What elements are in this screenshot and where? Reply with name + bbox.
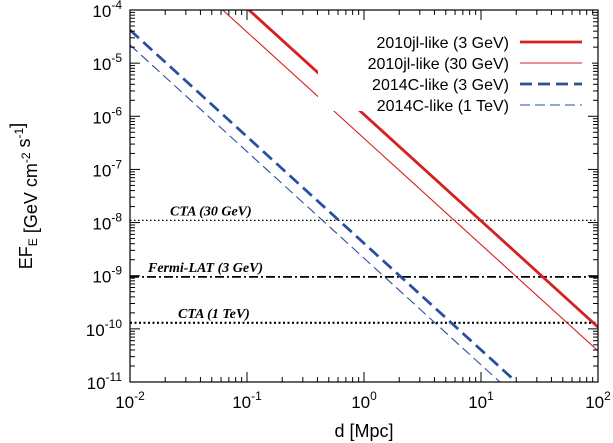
- x-tick-label: 101: [468, 389, 494, 412]
- legend-label: 2014C-like (3 GeV): [372, 77, 509, 94]
- y-axis-label: EFE [GeV cm-2 s-1]: [7, 123, 41, 269]
- y-tick-label: 10-10: [86, 317, 123, 340]
- y-tick-label: 10-9: [92, 264, 122, 287]
- y-tick-label: 10-4: [92, 0, 122, 21]
- y-tick-label: 10-6: [92, 104, 122, 127]
- series-2010jl-30gev: [222, 10, 598, 352]
- plot-area: [130, 10, 598, 382]
- x-tick-label: 100: [351, 389, 377, 412]
- x-tick-label: 102: [585, 389, 611, 412]
- legend: 2010jl-like (3 GeV) 2010jl-like (30 GeV) 2…: [318, 27, 592, 115]
- legend-item-2014c-1tev: 2014C-like (1 TeV): [377, 98, 582, 115]
- series-2014c-1tev: [130, 44, 501, 382]
- x-tick-label: 10-1: [232, 389, 262, 412]
- axis-ticks: 10-2 10-1 100 101 102 10-4 10-5 10-6 10-7 10-8 10-…: [86, 0, 611, 412]
- x-axis-label: d [Mpc]: [334, 421, 393, 441]
- series-2010jl-3gev: [248, 10, 598, 329]
- y-tick-label: 10-8: [92, 211, 122, 234]
- axis-titles: d [Mpc] EFE [GeV cm-2 s-1]: [7, 123, 394, 441]
- legend-item-2010jl-30gev: 2010jl-like (30 GeV): [368, 56, 582, 73]
- series-2014c-3gev: [130, 28, 518, 382]
- legend-item-2010jl-3gev: 2010jl-like (3 GeV): [377, 35, 582, 52]
- legend-label: 2010jl-like (3 GeV): [377, 35, 510, 52]
- reference-label-cta-1tev: CTA (1 TeV): [178, 307, 250, 322]
- series-group: [130, 10, 598, 382]
- y-tick-label: 10-11: [87, 370, 123, 393]
- reference-label-cta-30gev: CTA (30 GeV): [170, 204, 252, 219]
- reference-label-fermi-lat: Fermi-LAT (3 GeV): [147, 261, 263, 276]
- reference-line-labels: CTA (30 GeV) Fermi-LAT (3 GeV) CTA (1 TeV): [147, 204, 263, 321]
- legend-item-2014c-3gev: 2014C-like (3 GeV): [372, 77, 582, 94]
- legend-label: 2014C-like (1 TeV): [377, 98, 509, 115]
- y-tick-label: 10-5: [92, 51, 122, 74]
- legend-label: 2010jl-like (30 GeV): [368, 56, 509, 73]
- x-tick-label: 10-2: [115, 389, 145, 412]
- y-tick-label: 10-7: [92, 157, 122, 180]
